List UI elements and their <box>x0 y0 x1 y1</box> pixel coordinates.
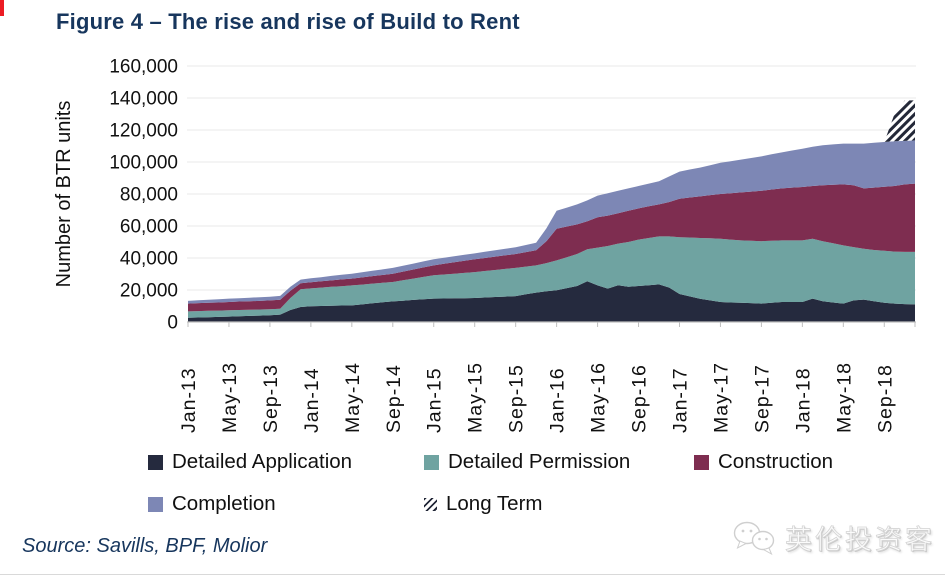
svg-text:May-14: May-14 <box>342 362 364 433</box>
svg-text:May-13: May-13 <box>219 362 241 433</box>
svg-text:Number of BTR units: Number of BTR units <box>53 101 75 288</box>
legend-item-construction: Construction <box>694 450 833 474</box>
svg-text:Jan-15: Jan-15 <box>424 367 446 433</box>
legend-item-completion: Completion <box>148 492 276 516</box>
svg-text:May-18: May-18 <box>833 362 855 433</box>
legend-label: Completion <box>172 492 276 515</box>
btr-stacked-area-chart: 0 20,000 40,000 60,000 80,000 100,000 120,000 1… <box>53 57 916 433</box>
red-accent-mark <box>0 0 4 16</box>
svg-text:120,000: 120,000 <box>109 121 178 142</box>
svg-text:160,000: 160,000 <box>109 57 178 78</box>
svg-text:Jan-14: Jan-14 <box>301 367 323 433</box>
source-note: Source: Savills, BPF, Molior <box>22 535 268 557</box>
legend-item-detailed-application: Detailed Application <box>148 450 352 474</box>
legend-item-long-term: Long Term <box>424 492 542 516</box>
legend-label: Detailed Permission <box>448 450 631 473</box>
legend-label: Long Term <box>446 492 543 515</box>
legend-label: Construction <box>718 450 834 473</box>
legend-item-detailed-permission: Detailed Permission <box>424 450 630 474</box>
legend-swatch-construction <box>694 454 709 470</box>
chat-bubbles-logo-icon <box>733 521 775 555</box>
legend-swatch-detailed-permission <box>424 454 439 470</box>
svg-text:40,000: 40,000 <box>120 249 178 270</box>
legend-swatch-detailed-application <box>148 454 163 470</box>
legend-label: Detailed Application <box>172 450 353 473</box>
svg-text:Sep-18: Sep-18 <box>874 364 896 433</box>
watermark-text: 英伦投资客 <box>785 525 935 556</box>
legend-swatch-completion <box>148 496 163 512</box>
svg-text:Sep-16: Sep-16 <box>629 364 651 433</box>
svg-text:Sep-17: Sep-17 <box>751 364 773 433</box>
svg-text:May-17: May-17 <box>710 362 732 433</box>
svg-text:20,000: 20,000 <box>120 281 178 302</box>
svg-text:60,000: 60,000 <box>120 217 178 238</box>
legend-swatch-long-term <box>424 497 437 511</box>
svg-text:Sep-14: Sep-14 <box>383 364 405 433</box>
svg-text:80,000: 80,000 <box>120 185 178 206</box>
svg-text:Jan-17: Jan-17 <box>669 367 691 433</box>
svg-text:Jan-18: Jan-18 <box>792 367 814 433</box>
svg-text:100,000: 100,000 <box>109 153 178 174</box>
svg-text:Sep-13: Sep-13 <box>260 364 282 433</box>
svg-text:May-16: May-16 <box>588 362 610 433</box>
svg-text:0: 0 <box>167 313 178 334</box>
svg-text:140,000: 140,000 <box>109 89 178 110</box>
svg-text:Sep-15: Sep-15 <box>506 364 528 433</box>
svg-text:Jan-16: Jan-16 <box>547 367 569 433</box>
svg-text:May-15: May-15 <box>465 362 487 433</box>
svg-text:Jan-13: Jan-13 <box>178 367 200 433</box>
watermark: 英伦投资客 <box>732 518 935 557</box>
figure-title: Figure 4 – The rise and rise of Build to… <box>56 9 520 34</box>
